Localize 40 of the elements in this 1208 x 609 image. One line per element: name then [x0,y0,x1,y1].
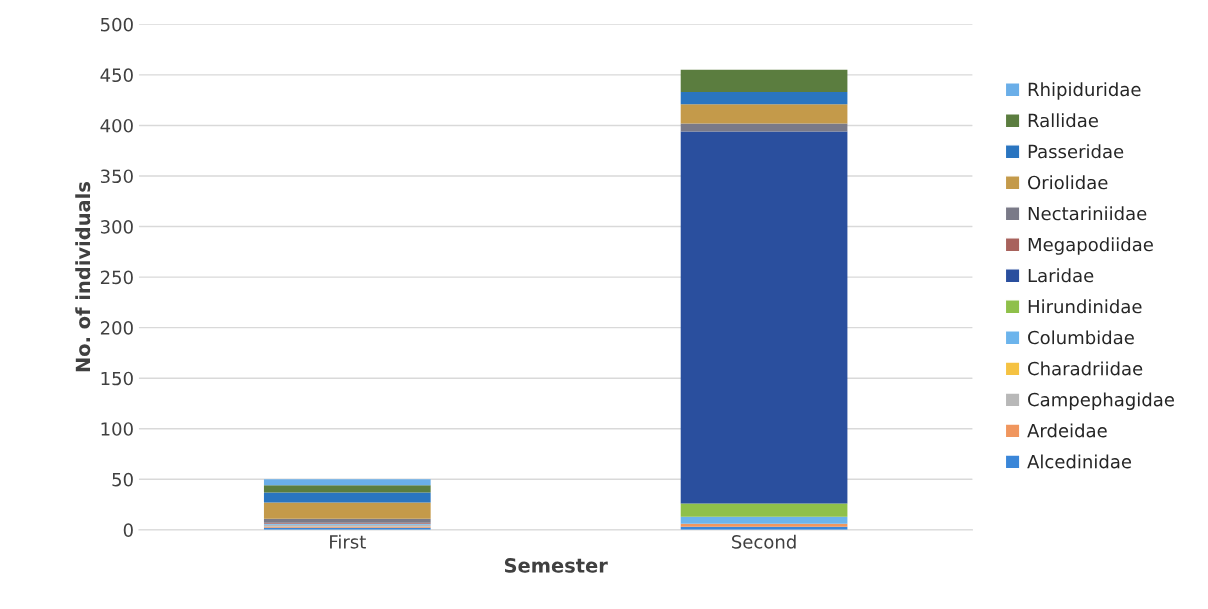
legend-label: Megapodiidae [1028,237,1153,255]
legend-label: Nectariniidae [1028,206,1147,221]
bar [680,104,848,124]
legend-label: Charadriidae [1028,361,1143,376]
legend-label: Hirundinidae [1028,299,1142,314]
bar [680,92,848,105]
x-tick-label: First [330,534,366,549]
legend-label: Rhipiduridae [1028,82,1141,100]
bar [263,492,431,503]
y-tick-label: 300 [100,220,133,234]
bar [680,503,848,517]
y-tick-label: 400 [100,118,133,133]
y-tick-label: 50 [112,472,133,487]
legend-label: Oriolidae [1028,175,1108,190]
y-tick-label: 100 [101,422,133,436]
y-tick-label: 0 [123,523,133,537]
y-axis-title: No. of individuals [75,182,91,372]
y-tick-label: 350 [100,169,133,184]
y-tick-label: 450 [100,68,133,83]
x-axis-title: Semester [504,558,608,573]
legend-label: Campephagidae [1028,392,1174,410]
y-tick-label: 500 [100,17,133,32]
legend-label: Rallidae [1028,113,1098,128]
bar [680,69,848,93]
legend-label: Laridae [1028,268,1094,283]
legend-label: Ardeidae [1027,423,1107,438]
legend-label: Passeridae [1028,144,1124,159]
bar [680,516,848,524]
legend-label: Alcedinidae [1027,454,1132,469]
bar [263,502,431,519]
bar [680,131,848,504]
bar [263,485,431,493]
y-tick-label: 150 [101,371,133,386]
bar [263,479,431,486]
bar [680,123,848,132]
y-tick-label: 250 [100,270,133,285]
y-tick-label: 200 [100,321,133,335]
legend-label: Columbidae [1028,330,1134,345]
x-tick-label: Second [732,534,796,549]
bar [263,518,431,523]
